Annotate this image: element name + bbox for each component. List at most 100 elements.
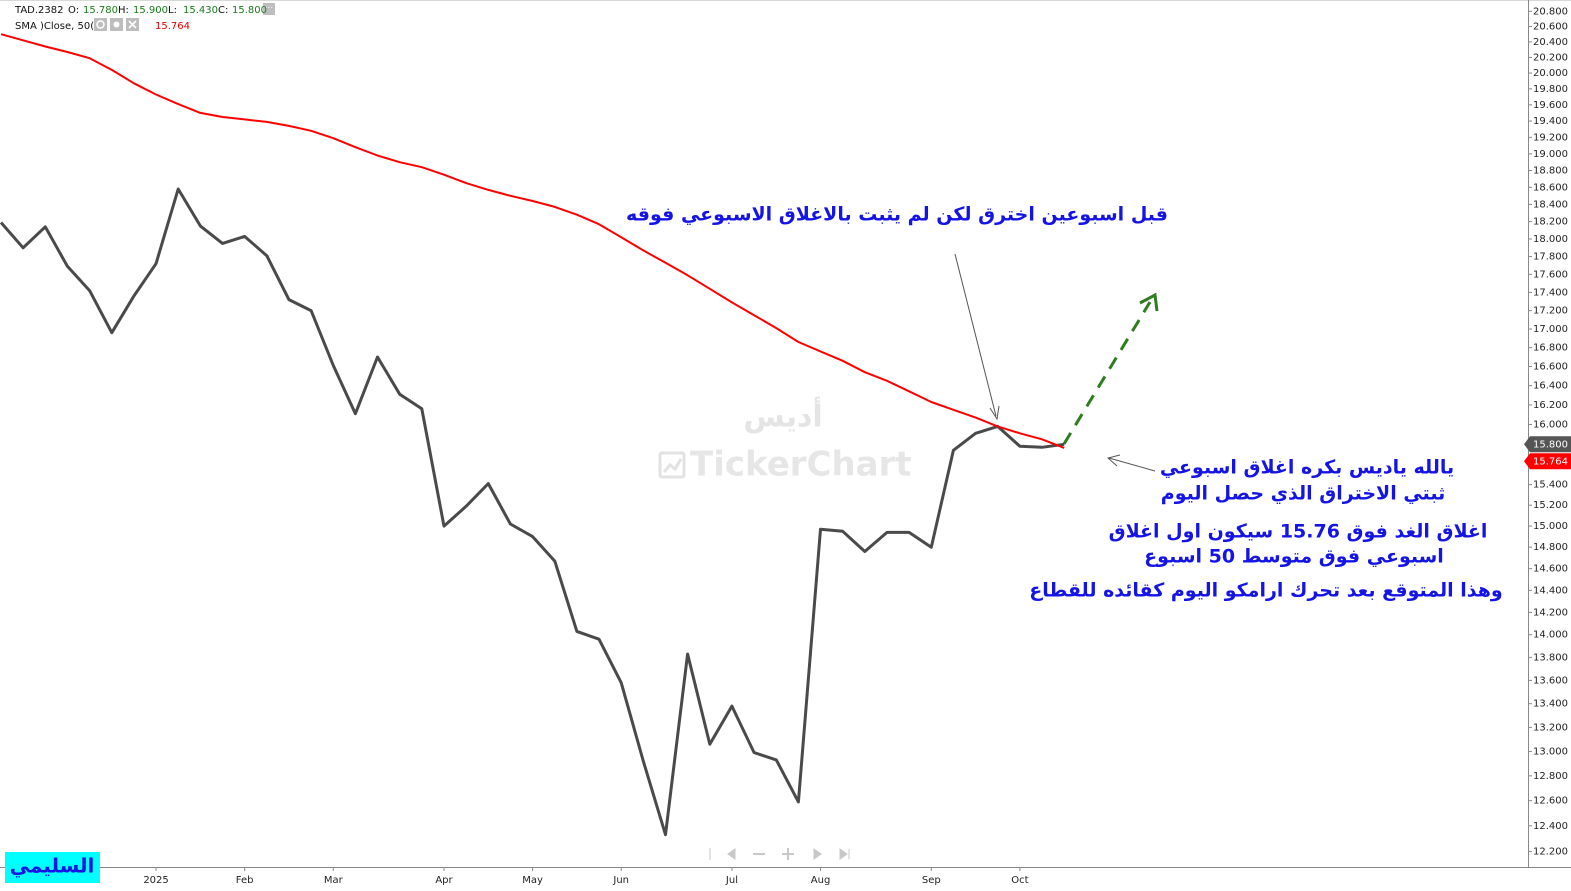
- quote-label: O:: [68, 5, 79, 16]
- annotation: اسبوعي فوق متوسط 50 اسبوع: [1144, 546, 1444, 568]
- y-tick-label: 19.600: [1533, 100, 1568, 111]
- y-tick-label: 14.200: [1533, 607, 1568, 618]
- y-tick-label: 18.800: [1533, 166, 1568, 177]
- pointer-arrow: [954, 253, 997, 417]
- last-value-label: 15.800: [1533, 439, 1568, 450]
- y-tick-label: 17.800: [1533, 252, 1568, 263]
- y-tick-label: 16.200: [1533, 400, 1568, 411]
- nav-left[interactable]: [727, 848, 736, 860]
- watermark-text: TickerChart: [690, 445, 912, 485]
- y-tick-label: 16.800: [1533, 343, 1568, 354]
- y-tick-label: 16.000: [1533, 419, 1568, 430]
- annotation: ثبتي الاختراق الذي حصل اليوم: [1161, 483, 1445, 506]
- y-tick-label: 17.600: [1533, 269, 1568, 280]
- price-line: [0, 187, 1065, 837]
- x-tick-label: Sep: [922, 875, 941, 886]
- y-tick-label: 14.600: [1533, 564, 1568, 575]
- indicator-name: SMA )Close, 50(: [15, 21, 94, 32]
- x-tick-label: Jun: [612, 875, 629, 886]
- author: السليمي: [10, 854, 95, 879]
- watermark-icon-line: [662, 458, 683, 473]
- watermark-icon: [658, 451, 686, 479]
- x-tick-label: Mar: [324, 875, 344, 886]
- y-tick-label: 16.400: [1533, 381, 1568, 392]
- more-icon-glyph: ···: [265, 4, 274, 14]
- y-tick-label: 12.200: [1533, 846, 1568, 857]
- y-tick-label: 15.400: [1533, 480, 1568, 491]
- gear-icon-glyph: [113, 21, 120, 28]
- quote-label: H:: [118, 5, 129, 16]
- y-tick-label: 18.600: [1533, 182, 1568, 193]
- close-icon-glyph: [128, 20, 137, 29]
- y-tick-label: 13.600: [1533, 675, 1568, 686]
- x-tick-label: May: [522, 875, 543, 886]
- y-tick-label: 20.800: [1533, 6, 1568, 17]
- y-tick-label: 18.200: [1533, 217, 1568, 228]
- x-tick-label: Jul: [725, 875, 738, 886]
- pointer-arrow-head: [989, 405, 1000, 421]
- y-tick-label: 14.000: [1533, 630, 1568, 641]
- x-tick-label: Feb: [236, 875, 254, 886]
- y-tick-label: 20.000: [1533, 68, 1568, 79]
- quote-value: 15.430: [183, 5, 218, 16]
- quote-value: 15.900: [133, 5, 168, 16]
- y-tick-label: 13.800: [1533, 652, 1568, 663]
- settings-icon-glyph: [96, 20, 105, 29]
- x-tick-label: Oct: [1011, 875, 1028, 886]
- y-tick-label: 13.000: [1533, 746, 1568, 757]
- y-tick-label: 19.800: [1533, 84, 1568, 95]
- annotation: قبل اسبوعين اخترق لكن لم يثبت بالاغلاق ا…: [626, 204, 1168, 226]
- y-tick-label: 17.400: [1533, 287, 1568, 298]
- y-tick-label: 20.600: [1533, 22, 1568, 33]
- y-tick-label: 19.200: [1533, 132, 1568, 143]
- y-tick-label: 13.400: [1533, 699, 1568, 710]
- author-box: [5, 852, 100, 883]
- last-value-label: 15.764: [1533, 456, 1568, 467]
- quote-value: 15.800: [232, 5, 267, 16]
- y-tick-label: 12.400: [1533, 821, 1568, 832]
- y-tick-label: 19.000: [1533, 149, 1568, 160]
- sma-line: [0, 33, 1065, 449]
- y-tick-label: 17.000: [1533, 324, 1568, 335]
- last-value-tag: [1524, 436, 1571, 453]
- annotation: يالله ياديس بكره اغلاق اسبوعي: [1160, 457, 1454, 479]
- y-tick-label: 18.000: [1533, 234, 1568, 245]
- y-tick-label: 15.200: [1533, 500, 1568, 511]
- quote-value: 15.780: [83, 5, 118, 16]
- y-tick-label: 14.800: [1533, 542, 1568, 553]
- settings-icon[interactable]: [94, 18, 107, 31]
- nav-end[interactable]: [839, 848, 850, 860]
- nav-right[interactable]: [813, 848, 822, 860]
- y-tick-label: 18.400: [1533, 199, 1568, 210]
- indicator-value: 15.764: [155, 21, 190, 32]
- y-tick-label: 13.200: [1533, 722, 1568, 733]
- projection-arrow-head: [1139, 292, 1159, 312]
- pointer-arrow-head: [1106, 454, 1121, 467]
- y-tick-label: 12.800: [1533, 771, 1568, 782]
- y-tick-label: 20.400: [1533, 37, 1568, 48]
- y-tick-label: 20.200: [1533, 52, 1568, 63]
- projection-arrow: [1062, 301, 1152, 445]
- y-tick-label: 16.600: [1533, 361, 1568, 372]
- x-tick-label: 2025: [143, 875, 168, 886]
- nav-controls: [709, 848, 850, 860]
- watermark-arabic: أديس: [743, 397, 822, 435]
- y-tick-label: 17.200: [1533, 306, 1568, 317]
- y-tick-label: 14.400: [1533, 585, 1568, 596]
- header: TAD.2382 SMA )Close, 50( 15.764 ··· O: 15…: [14, 3, 275, 32]
- x-tick-label: Apr: [435, 875, 453, 886]
- annotation: وهذا المتوقع بعد تحرك ارامكو اليوم كقائد…: [1029, 580, 1502, 602]
- nav-zoom-in[interactable]: [782, 848, 794, 860]
- last-value-tag: [1524, 453, 1571, 470]
- symbol: TAD.2382: [14, 5, 64, 16]
- more-icon[interactable]: [263, 3, 275, 15]
- x-tick-label: Aug: [811, 875, 831, 886]
- y-tick-label: 12.600: [1533, 796, 1568, 807]
- y-tick-label: 15.000: [1533, 521, 1568, 532]
- quote-label: C:: [218, 5, 228, 16]
- pointer-arrow: [1108, 457, 1156, 472]
- y-tick-label: 19.400: [1533, 116, 1568, 127]
- annotation: اغلاق الغد فوق 15.76 سيكون اول اغلاق: [1109, 521, 1488, 543]
- quote-label: L:: [168, 5, 177, 16]
